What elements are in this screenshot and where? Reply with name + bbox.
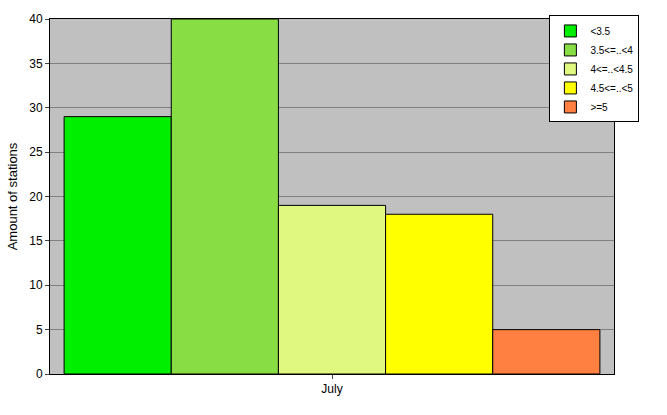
svg-text:25: 25 (29, 145, 43, 159)
svg-text:10: 10 (29, 278, 43, 292)
svg-text:<3.5: <3.5 (590, 26, 610, 37)
svg-text:>=5: >=5 (590, 102, 608, 113)
svg-text:20: 20 (29, 190, 43, 204)
svg-text:3.5<=..<4: 3.5<=..<4 (590, 45, 633, 56)
svg-text:15: 15 (29, 234, 43, 248)
svg-text:4.5<=..<5: 4.5<=..<5 (590, 83, 633, 94)
svg-text:July: July (321, 382, 342, 396)
svg-text:35: 35 (29, 57, 43, 71)
svg-text:4<=..<4.5: 4<=..<4.5 (590, 64, 633, 75)
svg-text:40: 40 (29, 12, 43, 26)
svg-text:Amount of stations: Amount of stations (5, 142, 20, 250)
svg-text:30: 30 (29, 101, 43, 115)
svg-text:5: 5 (36, 323, 43, 337)
svg-text:0: 0 (36, 367, 43, 381)
